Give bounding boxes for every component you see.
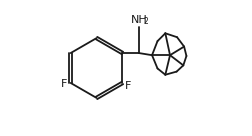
Text: F: F bbox=[124, 81, 130, 91]
Text: F: F bbox=[61, 79, 68, 89]
Text: 2: 2 bbox=[143, 17, 147, 26]
Text: NH: NH bbox=[131, 15, 147, 25]
